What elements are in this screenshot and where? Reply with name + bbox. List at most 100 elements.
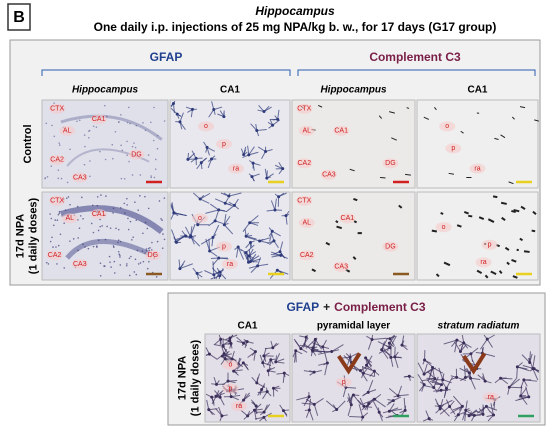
- astrocyte: [281, 409, 285, 413]
- astrocyte-process: [219, 396, 225, 406]
- cell: [156, 147, 159, 150]
- astrocyte-process: [259, 237, 270, 242]
- cell: [92, 125, 95, 128]
- cell: [45, 261, 48, 264]
- c3-deposit: [463, 210, 469, 215]
- astrocyte-process: [314, 339, 322, 350]
- label-halo: [228, 163, 244, 174]
- astrocyte-process: [423, 363, 428, 375]
- astrocyte: [276, 117, 280, 121]
- c3-deposit: [317, 104, 323, 108]
- region-label: CA3: [322, 172, 336, 179]
- astrocyte: [251, 161, 255, 165]
- astrocyte-process: [248, 151, 259, 156]
- cell: [96, 204, 99, 207]
- cell: [112, 157, 114, 160]
- c3-deposit: [511, 116, 515, 120]
- astrocyte: [335, 408, 339, 412]
- cell: [54, 219, 57, 221]
- c3-deposit: [512, 275, 518, 279]
- cell: [161, 219, 163, 222]
- cell: [89, 175, 91, 178]
- astrocyte-process: [342, 387, 347, 398]
- column-header: Hippocampus: [320, 85, 387, 96]
- label-halo: [481, 239, 498, 250]
- cell: [84, 145, 86, 148]
- astrocyte: [264, 150, 268, 154]
- astrocyte-process: [269, 231, 273, 242]
- label-halo: [231, 401, 247, 412]
- astrocyte-process: [456, 376, 467, 381]
- cell: [146, 267, 149, 270]
- cell: [118, 121, 120, 123]
- cell: [115, 227, 117, 230]
- cell: [120, 177, 123, 180]
- astrocyte-process: [480, 338, 488, 350]
- astrocyte: [387, 341, 391, 345]
- astrocyte-process: [223, 215, 231, 226]
- astrocyte-process: [351, 367, 361, 372]
- cell: [131, 174, 134, 176]
- astrocyte: [367, 402, 371, 406]
- astrocyte-process: [381, 349, 391, 356]
- cell: [151, 241, 153, 244]
- label-halo: [339, 213, 356, 224]
- label-halo: [90, 114, 107, 125]
- cell: [117, 241, 119, 244]
- c3-deposit: [500, 201, 507, 205]
- astrocyte-process: [212, 224, 220, 238]
- cell: [131, 145, 134, 148]
- cell: [82, 243, 84, 246]
- cell: [100, 194, 102, 196]
- astrocyte-process: [443, 339, 458, 345]
- c3-deposit: [311, 268, 316, 273]
- cell: [57, 169, 60, 171]
- astrocyte-process: [259, 240, 270, 244]
- astrocyte-process: [208, 109, 215, 118]
- cell: [92, 231, 95, 234]
- cell: [69, 148, 71, 151]
- cell: [96, 196, 99, 198]
- c3-deposit: [519, 237, 524, 242]
- c3-deposit: [498, 270, 503, 274]
- astrocyte-process: [336, 400, 346, 410]
- astrocyte-process: [477, 374, 486, 382]
- cell: [119, 256, 121, 258]
- label-halo: [482, 392, 499, 403]
- label-halo: [71, 259, 88, 270]
- arrowhead: [462, 352, 487, 375]
- cell: [123, 202, 126, 205]
- region-label: CA1: [92, 116, 106, 123]
- astrocyte: [312, 370, 316, 374]
- c3-deposit: [484, 274, 489, 279]
- cell: [110, 266, 112, 268]
- astrocyte-process: [476, 405, 487, 414]
- column-header: stratum radiatum: [438, 321, 520, 332]
- label-halo: [298, 217, 315, 228]
- cell: [150, 249, 153, 251]
- region-label: CA2: [50, 157, 64, 164]
- astrocyte: [232, 203, 236, 207]
- cell: [137, 209, 139, 212]
- cell: [53, 135, 56, 138]
- astrocyte: [455, 338, 459, 342]
- astrocyte-process: [179, 263, 193, 270]
- label-halo: [439, 121, 456, 132]
- region-label: p: [229, 385, 233, 392]
- region-label: CA2: [300, 252, 314, 259]
- astrocyte-process: [257, 263, 269, 267]
- c3-deposit: [504, 246, 510, 251]
- astrocyte: [262, 110, 266, 114]
- cell: [77, 249, 79, 252]
- c3-deposit: [478, 216, 485, 220]
- astrocyte-process: [214, 198, 226, 204]
- column-header: CA1: [467, 85, 487, 96]
- astrocyte-process: [389, 408, 403, 412]
- row-label-line: (1 daily doses): [189, 339, 201, 416]
- column-header: CA1: [220, 85, 240, 96]
- cell: [118, 253, 121, 255]
- cell: [126, 197, 128, 200]
- astrocyte: [432, 386, 436, 390]
- cell: [142, 232, 144, 235]
- astrocyte-process: [249, 215, 259, 224]
